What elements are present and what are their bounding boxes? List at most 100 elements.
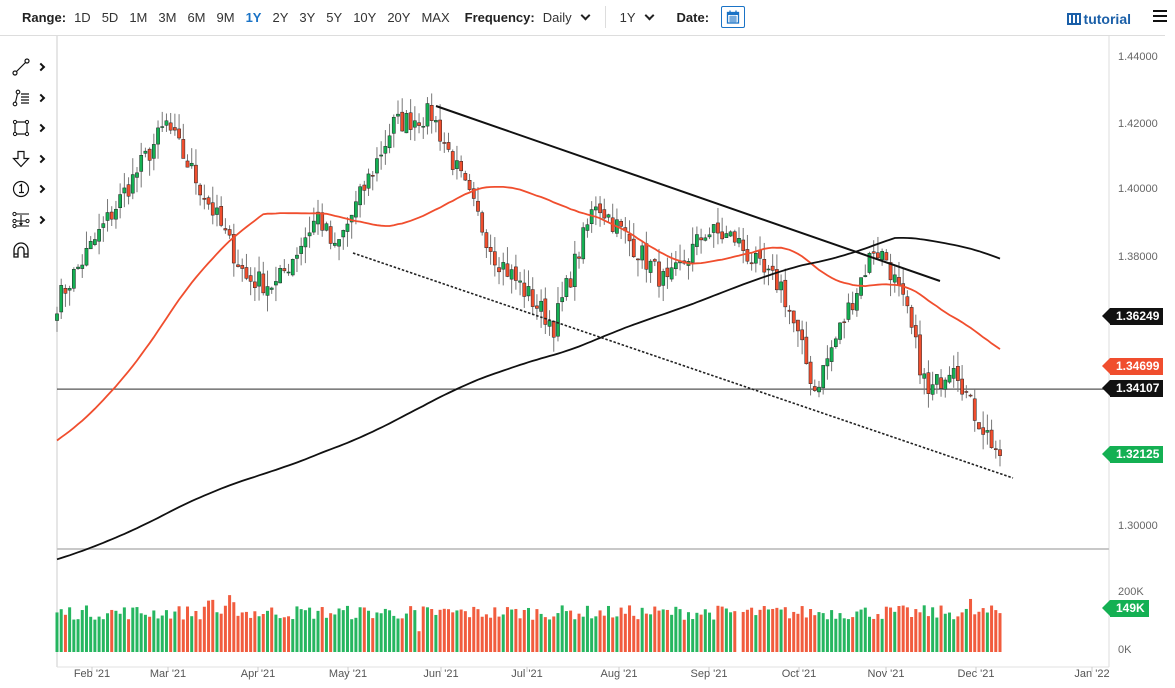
candle: [947, 374, 952, 383]
volume-bar: [249, 617, 253, 652]
candle: [922, 373, 927, 379]
range-option-3y[interactable]: 3Y: [299, 9, 316, 25]
volume-bar: [809, 609, 813, 652]
candle: [189, 162, 194, 167]
volume-bar: [733, 611, 737, 652]
volume-bar: [939, 605, 943, 652]
chart-area[interactable]: 1.44000 1.42000 1.40000 1.38000 1.30000 …: [0, 36, 1175, 688]
volume-bar: [552, 616, 556, 652]
candle: [488, 247, 493, 252]
volume-bar: [594, 616, 598, 652]
volume-bar: [846, 619, 850, 652]
range-option-5y[interactable]: 5Y: [326, 9, 343, 25]
volume-bar: [181, 619, 185, 652]
volume-bar: [207, 600, 211, 652]
range-option-max[interactable]: MAX: [421, 9, 450, 25]
candle: [905, 296, 910, 307]
volume-bar: [253, 611, 257, 652]
candle: [446, 142, 451, 150]
volume-bar: [682, 619, 686, 652]
chevron-down-icon[interactable]: [644, 10, 654, 20]
chevron-down-icon[interactable]: [580, 10, 591, 20]
arrow-down-tool-icon: [12, 150, 30, 168]
candle: [833, 338, 838, 347]
candle: [598, 203, 602, 214]
volume-bar: [522, 609, 526, 652]
range-option-3m[interactable]: 3M: [158, 9, 177, 25]
drawing-toolbar: [12, 52, 52, 266]
range-option-2y[interactable]: 2Y: [272, 9, 289, 25]
candle: [619, 220, 623, 227]
annotation-tool-button[interactable]: [12, 174, 52, 205]
volume-bar: [581, 616, 585, 652]
volume-bar: [943, 613, 947, 652]
volume-bar: [708, 612, 712, 652]
resistance-trendline[interactable]: [435, 105, 941, 282]
magnet-tool-button[interactable]: [12, 235, 52, 266]
volume-bar: [413, 610, 417, 652]
fib-tool-button[interactable]: [12, 83, 52, 114]
price-chart[interactable]: [0, 36, 1175, 688]
y-tick: 1.40000: [1118, 183, 1158, 195]
candle: [299, 245, 304, 254]
volume-bar: [792, 611, 796, 652]
arrow-tool-button[interactable]: [12, 144, 52, 175]
volume-bar: [674, 606, 678, 652]
line-tool-button[interactable]: [12, 52, 52, 83]
range-option-1y[interactable]: 1Y: [245, 9, 262, 25]
frequency-selector[interactable]: Frequency: Daily: [465, 9, 591, 25]
volume-bar: [985, 612, 989, 652]
x-tick: Dec '21: [957, 668, 995, 680]
candle: [139, 155, 144, 172]
tutorial-link[interactable]: tutorial: [1066, 11, 1131, 27]
volume-bar: [863, 607, 867, 652]
candle: [248, 275, 253, 282]
candle: [236, 264, 240, 267]
rectangle-tool-button[interactable]: [12, 113, 52, 144]
calendar-button[interactable]: [721, 6, 746, 28]
support-trendline[interactable]: [352, 252, 1014, 479]
volume-bar: [653, 606, 657, 652]
frequency-value[interactable]: Daily: [542, 9, 572, 25]
candle: [821, 365, 826, 389]
candle: [926, 372, 931, 394]
volume-bar: [788, 618, 792, 652]
volume-bar: [232, 602, 236, 652]
range-option-9m[interactable]: 9M: [216, 9, 235, 25]
candle: [476, 200, 480, 212]
menu-icon[interactable]: [1153, 10, 1167, 22]
range-option-10y[interactable]: 10Y: [353, 9, 377, 25]
volume-bar: [569, 610, 573, 652]
period-value[interactable]: 1Y: [619, 9, 636, 25]
candle: [703, 237, 708, 241]
candle: [278, 268, 282, 284]
volume-bar: [556, 613, 560, 652]
candle: [282, 268, 287, 272]
candle: [198, 184, 202, 196]
range-option-20y[interactable]: 20Y: [387, 9, 411, 25]
candle: [509, 269, 514, 280]
candle: [269, 287, 274, 290]
range-option-6m[interactable]: 6M: [187, 9, 206, 25]
volume-bar: [686, 612, 690, 652]
x-tick: Mar '21: [149, 668, 187, 680]
volume-bar: [80, 610, 84, 652]
range-option-5d[interactable]: 5D: [101, 9, 119, 25]
range-option-1d[interactable]: 1D: [74, 9, 91, 25]
volume-bar: [215, 612, 219, 652]
volume-bar: [973, 614, 977, 652]
period-selector[interactable]: 1Y: [619, 9, 654, 25]
candle: [328, 226, 333, 244]
candle: [358, 186, 362, 206]
volume-bar: [354, 617, 358, 652]
candle: [114, 208, 118, 220]
volume-bar: [585, 605, 589, 652]
volume-bar: [299, 609, 303, 652]
range-option-1m[interactable]: 1M: [129, 9, 148, 25]
candle: [156, 127, 160, 145]
candle: [909, 307, 914, 328]
volume-bar: [750, 607, 754, 652]
volume-bar: [156, 618, 160, 652]
candle: [913, 325, 918, 338]
measure-tool-button[interactable]: [12, 205, 52, 236]
